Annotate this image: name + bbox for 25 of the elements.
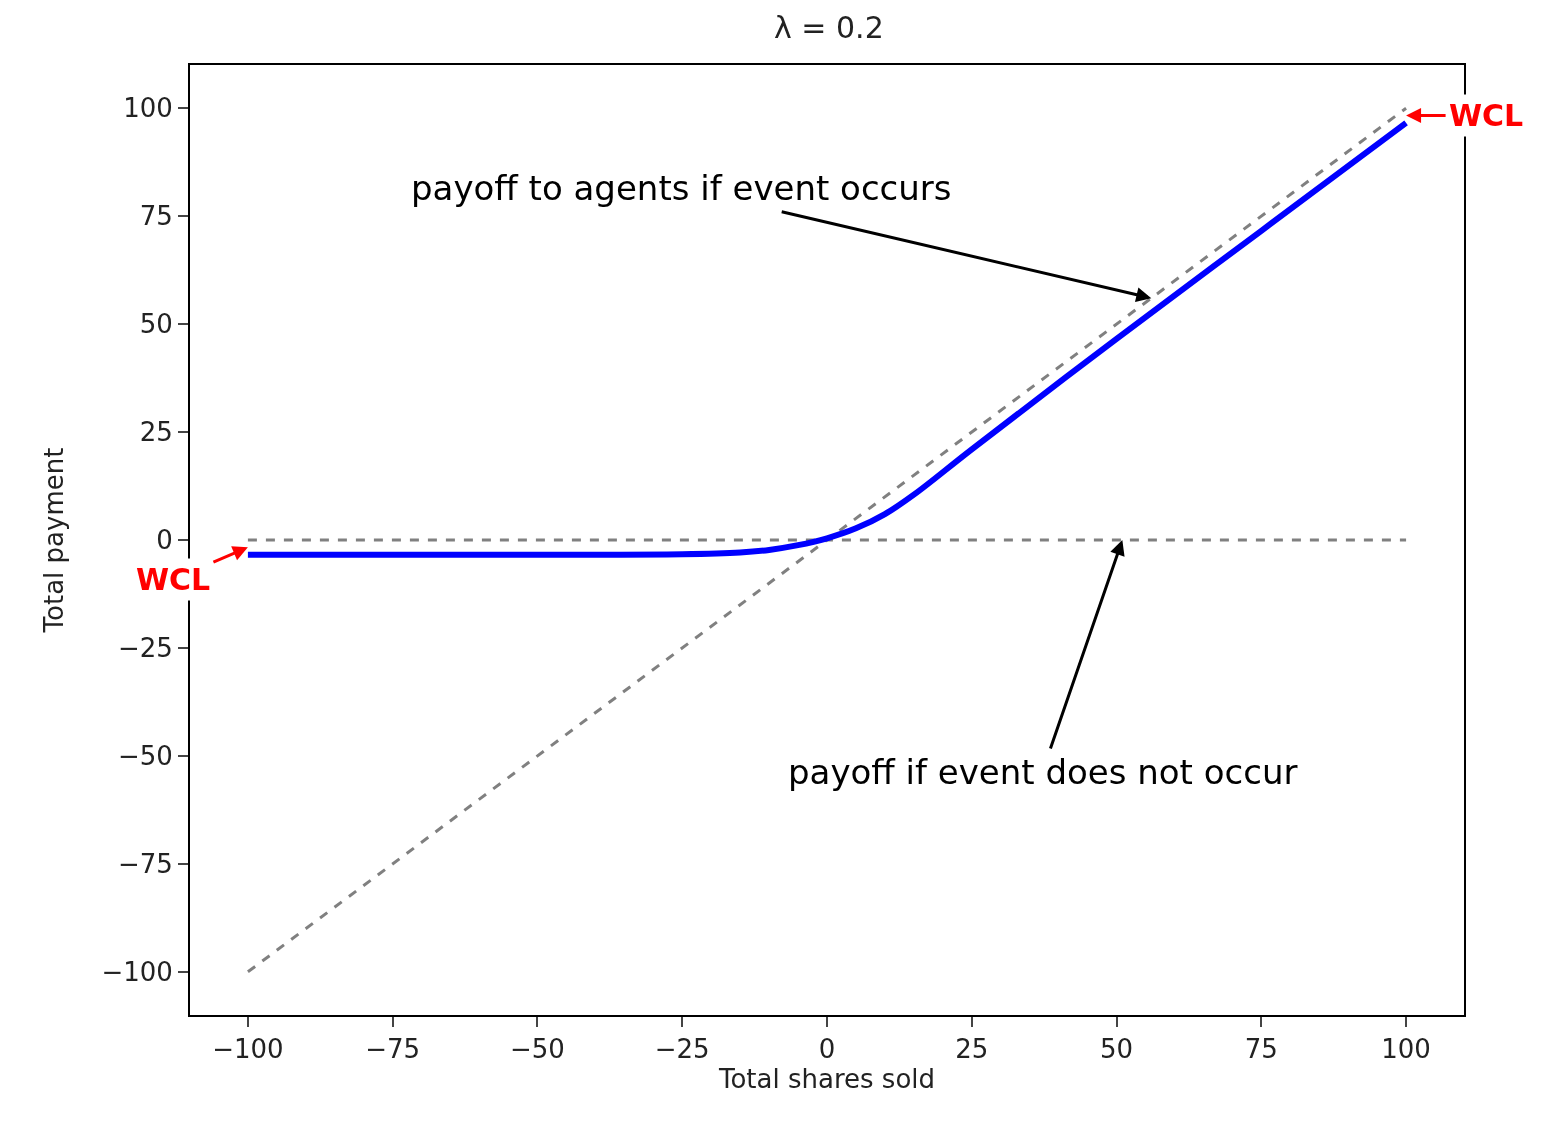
y-tick-label: 100 xyxy=(123,93,173,124)
y-tick-label: −25 xyxy=(117,633,173,664)
x-tick-label: 50 xyxy=(1100,1034,1134,1065)
y-tick-label: −50 xyxy=(117,741,173,772)
y-tick-label: 50 xyxy=(139,309,173,340)
y-tick-label: 0 xyxy=(156,525,173,556)
annotation: payoff if event does not occur xyxy=(788,752,1298,792)
annotation: WCL xyxy=(1449,98,1524,133)
x-tick-label: 0 xyxy=(818,1034,836,1065)
y-tick-label: 75 xyxy=(139,201,173,232)
x-tick-label: 75 xyxy=(1244,1034,1278,1065)
x-tick-label: −25 xyxy=(654,1034,710,1065)
y-tick-label: −100 xyxy=(101,956,173,987)
y-tick-label: −75 xyxy=(117,848,173,879)
annotation: payoff to agents if event occurs xyxy=(411,168,952,208)
x-tick-label: 100 xyxy=(1381,1034,1431,1065)
x-tick-label: −100 xyxy=(212,1034,284,1065)
annotation: WCL xyxy=(136,562,211,597)
x-tick-label: 25 xyxy=(955,1034,989,1065)
x-tick-label: −50 xyxy=(510,1034,565,1065)
y-tick-label: 25 xyxy=(139,417,173,448)
x-axis-title: Total shares sold xyxy=(717,1064,936,1095)
y-axis-title: Total payment xyxy=(39,447,70,634)
chart-title: λ = 0.2 xyxy=(774,9,884,45)
x-tick-label: −75 xyxy=(365,1034,421,1065)
